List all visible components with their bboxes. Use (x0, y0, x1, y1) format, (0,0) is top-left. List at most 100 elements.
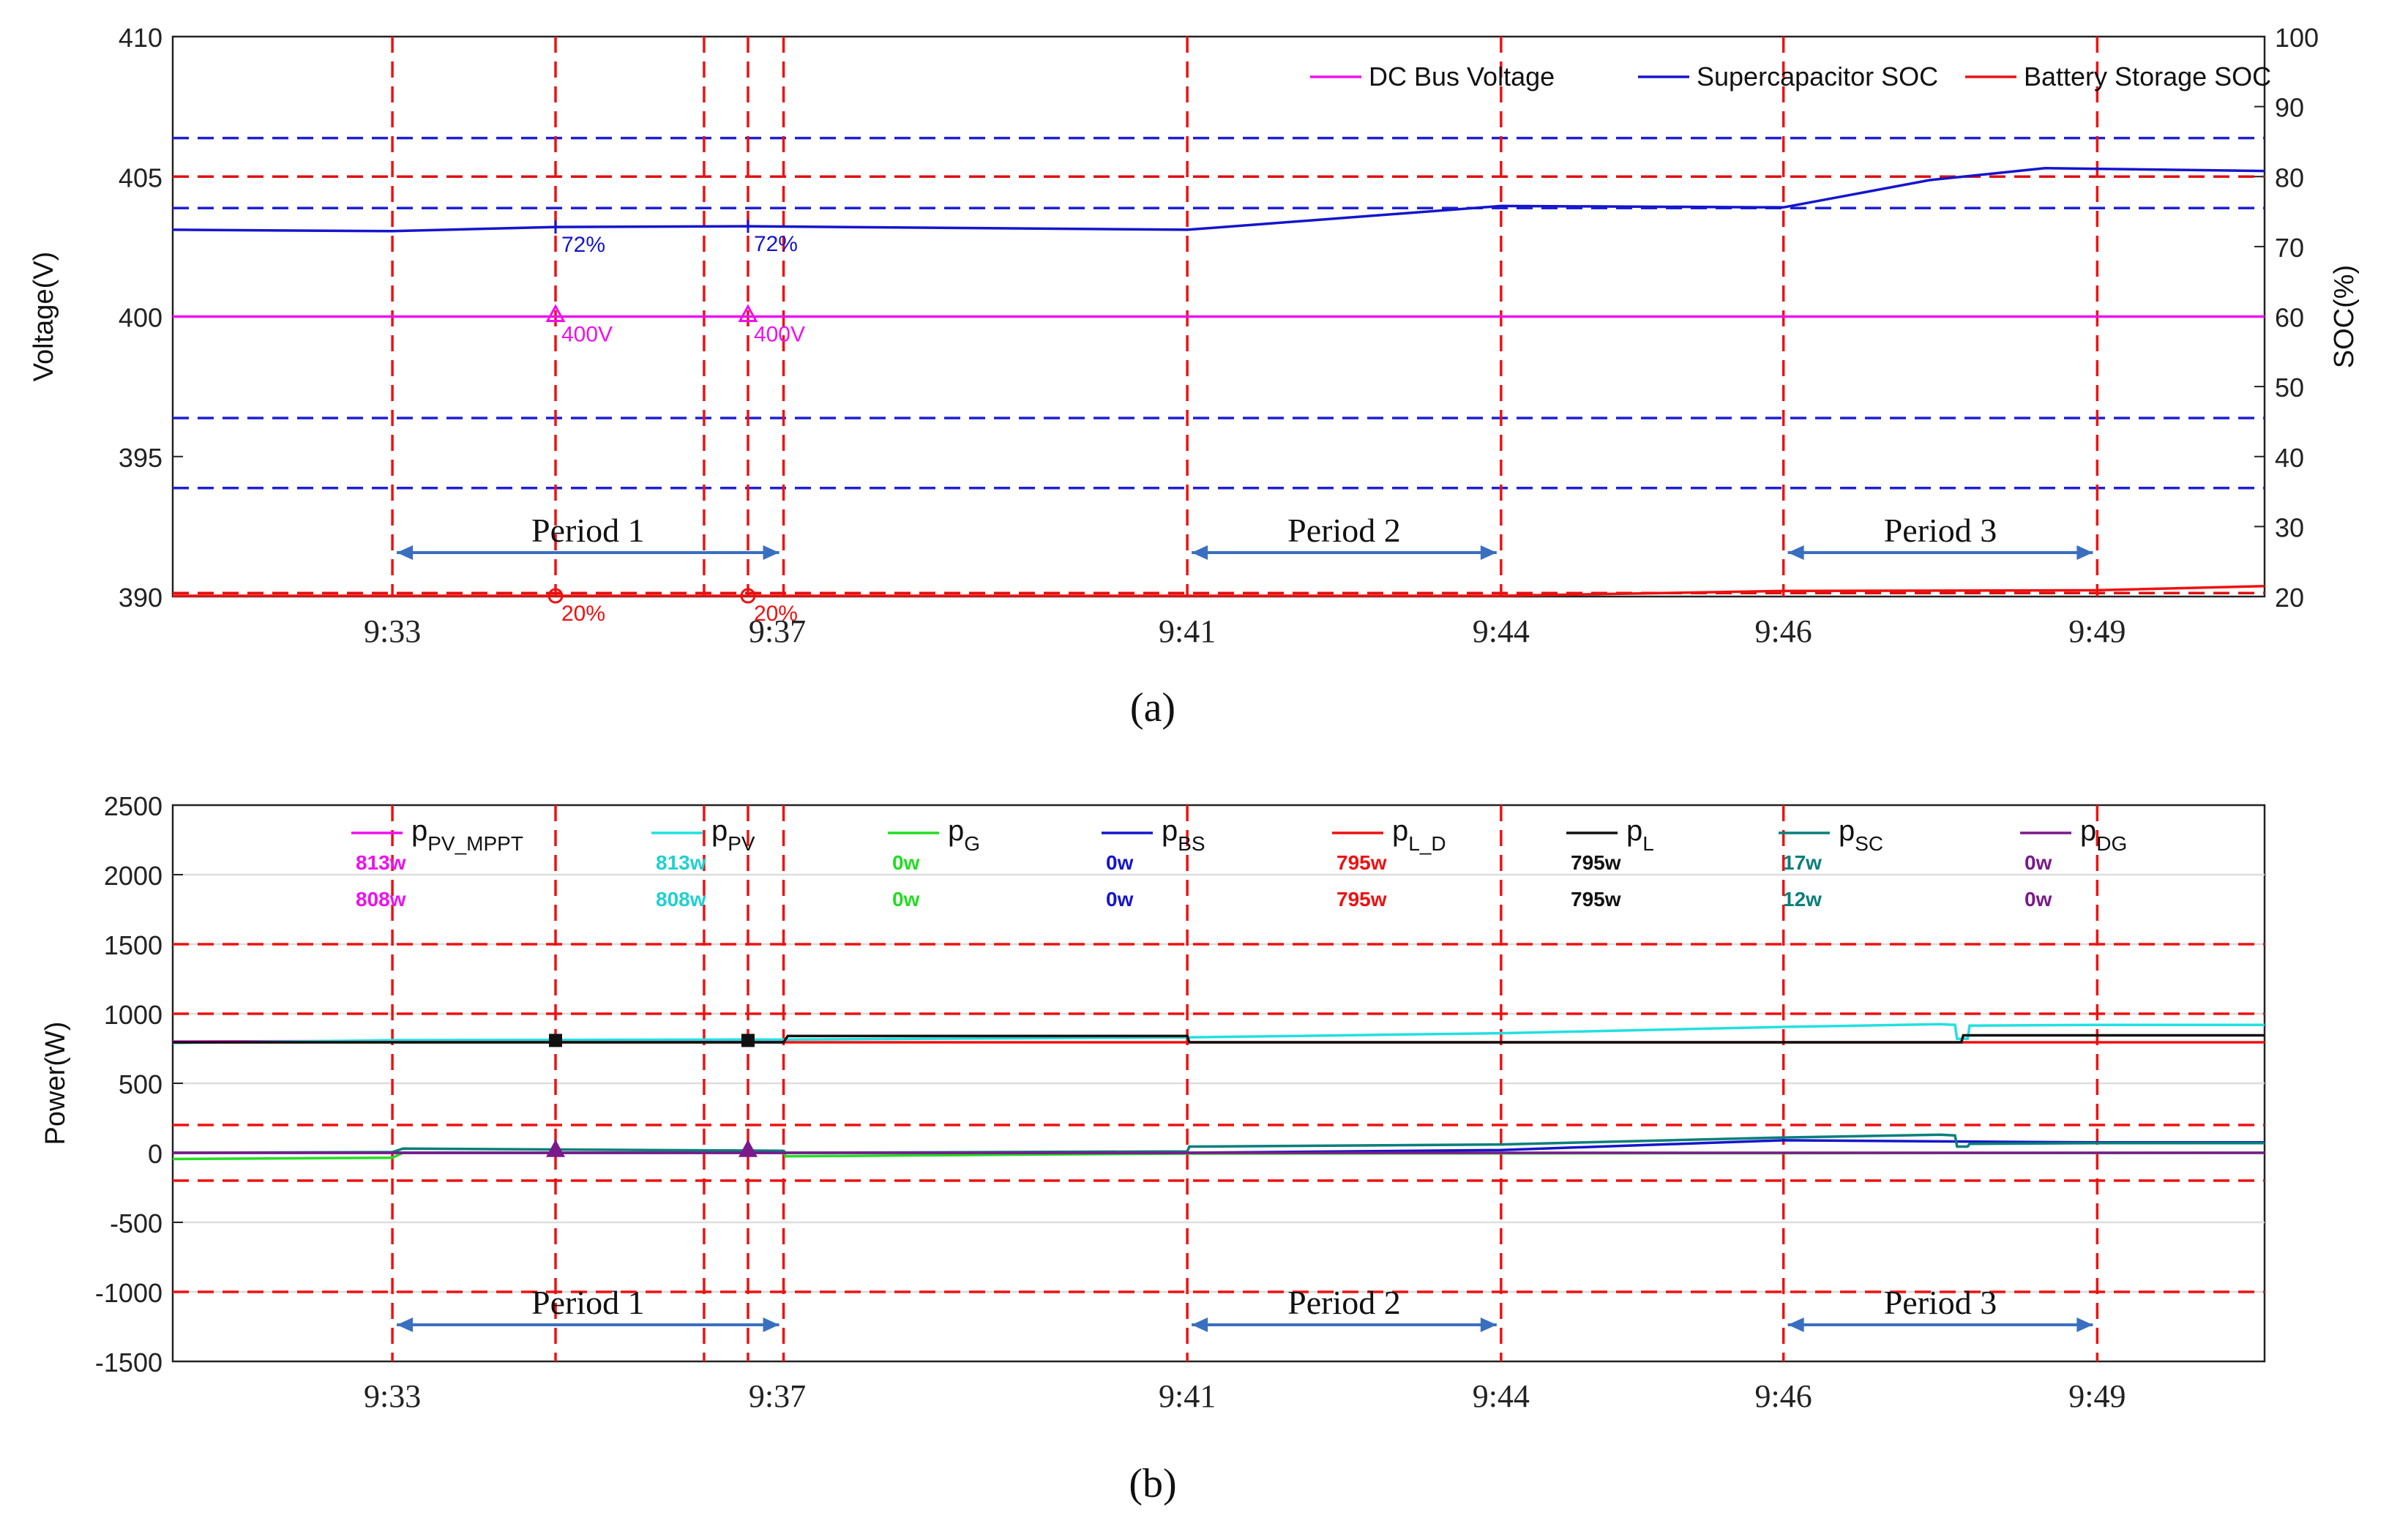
legend-value: 0w (1106, 851, 1134, 874)
legend-value: 795w (1336, 888, 1387, 911)
data-label: 400V (754, 323, 805, 347)
legend-label-base: p (411, 815, 427, 847)
data-marker-triangle (546, 1139, 566, 1157)
y-right-axis-title: SOC(%) (2329, 265, 2360, 368)
data-label: 72% (561, 233, 605, 257)
legend-label-subscript: DG (2096, 832, 2127, 855)
legend-label-subscript: BS (1178, 832, 1205, 855)
period-arrowhead-left (1192, 545, 1208, 560)
data-marker-plus (741, 220, 755, 233)
legend-label-subscript: PV_MPPT (427, 832, 523, 855)
y-tick-label: 410 (119, 23, 162, 53)
period-arrowhead-right (1480, 1317, 1497, 1332)
y-tick-label: 390 (119, 583, 162, 613)
series-line (173, 584, 2265, 597)
data-label: 72% (754, 232, 798, 256)
period-label: Period 3 (1884, 512, 1997, 549)
y-tick-label: 0 (148, 1139, 162, 1169)
legend-label-subscript: G (964, 832, 980, 855)
x-tick-label: 9:46 (1755, 613, 1812, 649)
legend-label-subscript: L_D (1408, 832, 1446, 855)
legend-label-subscript: SC (1855, 832, 1883, 855)
period-label: Period 3 (1884, 1284, 1997, 1321)
y-tick-label: -500 (110, 1208, 162, 1238)
y-tick-label: -1000 (95, 1278, 162, 1308)
x-tick-label: 9:41 (1159, 1378, 1216, 1414)
data-label: 400V (561, 323, 613, 347)
period-label: Period 1 (531, 1284, 645, 1321)
legend-value: 795w (1336, 851, 1387, 874)
legend-label: DC Bus Voltage (1369, 61, 1555, 91)
legend-label-base: p (1839, 815, 1855, 847)
period-arrowhead-left (397, 1317, 414, 1332)
legend-value: 808w (356, 888, 406, 911)
legend-label-base: p (2080, 815, 2096, 847)
data-marker-circle (547, 588, 564, 604)
period-arrowhead-right (1480, 545, 1497, 560)
legend-label: pL (1626, 815, 1654, 855)
legend-value: 795w (1571, 851, 1621, 874)
legend-label-base: p (1626, 815, 1642, 847)
period-arrowhead-left (397, 545, 414, 560)
x-tick-label: 9:37 (749, 1378, 806, 1414)
x-tick-label: 9:37 (749, 613, 806, 649)
y-tick-label: 400 (119, 303, 162, 333)
x-tick-label: 9:44 (1473, 1378, 1530, 1414)
legend-label: pDG (2080, 815, 2127, 855)
y-tick-label: 395 (119, 443, 162, 473)
legend-label: pG (948, 815, 980, 855)
y-right-tick-label: 90 (2275, 93, 2304, 123)
data-label: 20% (754, 602, 798, 626)
period-label: Period 1 (531, 512, 645, 549)
y-right-tick-label: 80 (2275, 162, 2304, 192)
y-right-tick-label: 100 (2275, 23, 2319, 53)
series-line (172, 1023, 2265, 1044)
legend-value: 813w (356, 851, 406, 874)
x-tick-label: 9:41 (1159, 613, 1216, 649)
legend-value: 0w (1106, 888, 1134, 911)
y-tick-label: 500 (119, 1069, 162, 1099)
data-marker-triangle (545, 304, 566, 322)
y-right-tick-label: 20 (2275, 583, 2304, 613)
legend-label: pPV (711, 815, 755, 855)
legend-value: 813w (656, 851, 706, 874)
y-tick-label: 1000 (104, 1000, 162, 1030)
series-line (172, 167, 2265, 233)
y-right-tick-label: 50 (2275, 373, 2304, 403)
y-right-tick-label: 60 (2275, 303, 2304, 333)
y-tick-label: -1500 (95, 1348, 162, 1378)
legend-label-base: p (1162, 815, 1178, 847)
y-axis-title: Power(W) (40, 1022, 71, 1145)
y-tick-label: 1500 (104, 930, 162, 960)
legend-label-base: p (948, 815, 964, 847)
figure-caption: (b) (1129, 1461, 1176, 1506)
data-marker-triangle (738, 304, 758, 322)
y-right-tick-label: 30 (2275, 512, 2304, 542)
y-right-tick-label: 70 (2275, 233, 2304, 263)
legend-label: Battery Storage SOC (2024, 61, 2271, 91)
y-axis-title: Voltage(V) (29, 252, 59, 381)
legend-value: 795w (1571, 888, 1621, 911)
legend-label-base: p (711, 815, 728, 847)
legend-label-base: p (1392, 815, 1408, 847)
data-marker-circle (740, 588, 756, 604)
chart-a: 390 395 400 405 410 20 30 40 50 60 70 80 90 100 Voltag… (29, 23, 2360, 730)
x-tick-label: 9:33 (364, 1378, 421, 1414)
legend-label: Supercapacitor SOC (1697, 61, 1938, 91)
data-marker-triangle (738, 1139, 758, 1157)
period-label: Period 2 (1287, 1284, 1401, 1321)
data-marker-square (741, 1033, 755, 1047)
y-right-tick-label: 40 (2275, 443, 2304, 473)
period-arrowhead-left (1787, 545, 1804, 560)
period-arrowhead-right (763, 545, 779, 560)
legend-value: 0w (2025, 851, 2052, 874)
legend-value: 808w (656, 888, 706, 911)
period-arrowhead-right (763, 1317, 779, 1332)
x-tick-label: 9:49 (2068, 1378, 2126, 1414)
y-tick-label: 405 (119, 162, 162, 192)
legend-label: pSC (1839, 815, 1883, 855)
x-tick-label: 9:49 (2068, 613, 2126, 649)
x-tick-label: 9:44 (1473, 613, 1530, 649)
data-marker-plus (549, 220, 563, 234)
